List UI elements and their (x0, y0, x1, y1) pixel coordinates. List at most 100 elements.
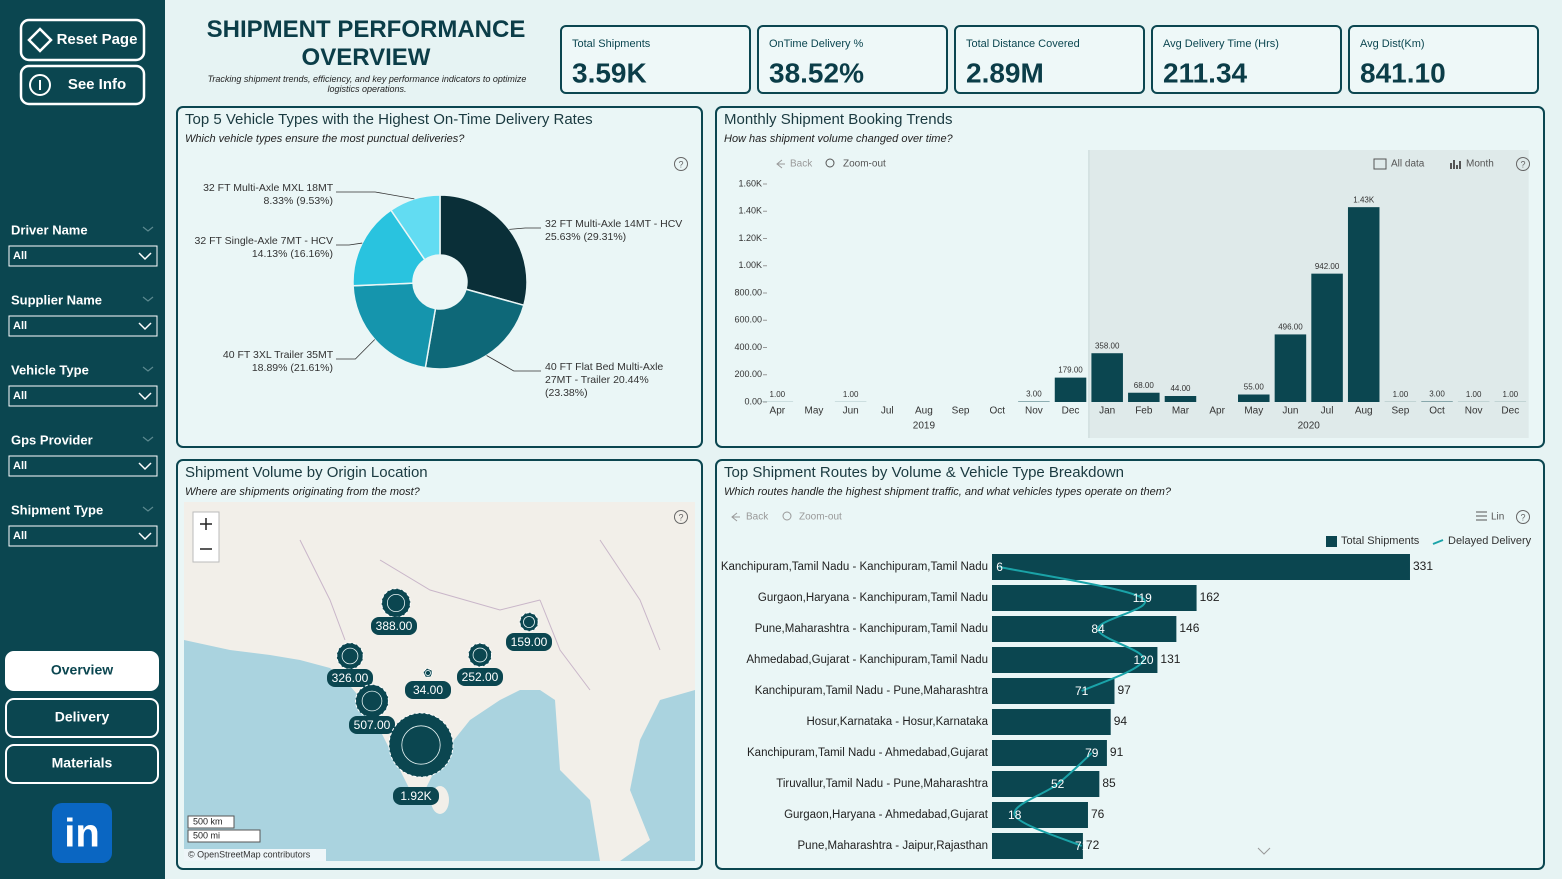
line-label: 71 (1075, 684, 1089, 698)
y-tick-label: 200.00 (734, 369, 762, 379)
x-tick-label: Oct (989, 406, 1005, 417)
kpi-label: Total Shipments (572, 38, 651, 50)
y-tick-label: 1.00K (738, 260, 762, 270)
year-band (1088, 150, 1529, 438)
data-label: 942.00 (1315, 262, 1340, 271)
bubble-core (361, 690, 383, 712)
chart-subtitle: Which routes handle the highest shipment… (724, 486, 1172, 498)
nav-button[interactable] (5, 651, 159, 691)
bubble-label: 252.00 (462, 670, 499, 684)
bar (1054, 377, 1087, 402)
dropdown[interactable] (8, 525, 158, 547)
bubble-label: 1.92K (400, 789, 431, 803)
x-tick-label: Nov (1465, 406, 1483, 417)
bar (992, 616, 1177, 642)
bubble-core (472, 647, 488, 663)
data-label: 76 (1091, 807, 1105, 821)
pie-label-share: (29.31%) (583, 231, 627, 243)
pie-label-name: 32 FT Multi-Axle MXL 18MT (203, 182, 333, 194)
y-tick-label: Pune,Maharashtra - Kanchipuram,Tamil Nad… (755, 623, 988, 635)
pie-label: 32 FT Multi-Axle 14MT - HCV 25.63% (29.3… (545, 218, 688, 244)
chevron (142, 436, 154, 442)
line-label: 71 (1075, 839, 1089, 853)
data-label: 55.00 (1244, 383, 1265, 392)
y-tick-label: 1.40K (738, 206, 762, 216)
year-label: 2020 (1298, 421, 1321, 432)
pie-label-rate: 20.44% (613, 374, 649, 386)
data-label: 146 (1179, 621, 1199, 635)
y-tick-label: Gurgaon,Haryana - Kanchipuram,Tamil Nadu (758, 592, 988, 604)
linkedin-logo[interactable] (52, 803, 112, 863)
x-tick-label: Aug (1355, 406, 1373, 417)
data-label: 358.00 (1095, 341, 1120, 350)
data-label: 331 (1413, 559, 1433, 573)
leader-line (509, 227, 541, 230)
dropdown[interactable] (8, 385, 158, 407)
dropdown-value: All (13, 320, 27, 332)
bubble-label: 388.00 (376, 619, 413, 633)
pie-label-share: (23.38%) (545, 387, 588, 399)
kpi-card (1348, 25, 1539, 94)
x-tick-label: Jan (1099, 406, 1115, 417)
list-icon (1476, 511, 1487, 521)
x-tick-label: Jun (843, 406, 859, 417)
data-label: 1.00 (1393, 390, 1409, 399)
line-label: 52 (1051, 777, 1065, 791)
leader-line (336, 339, 376, 360)
help-icon-text: ? (1520, 159, 1525, 169)
kpi-label: Avg Dist(Km) (1360, 38, 1425, 50)
scale-label: 500 mi (193, 830, 220, 840)
y-tick-label: Kanchipuram,Tamil Nadu - Pune,Maharashtr… (755, 685, 989, 697)
attribution-bg (184, 849, 326, 861)
nav-button[interactable] (5, 744, 159, 784)
leader-line (486, 355, 541, 372)
legend-swatch (1326, 536, 1337, 547)
dropdown[interactable] (8, 455, 158, 477)
pie-label-rate: 14.13% (251, 248, 288, 260)
bar (1274, 334, 1307, 402)
pie-label-name: 40 FT 3XL Trailer 35MT (222, 349, 333, 361)
pie-label-rate: 8.33% (263, 195, 294, 207)
chevron (142, 226, 154, 232)
help-icon-text: ? (1520, 512, 1525, 522)
bubble-core (386, 593, 406, 613)
linkedin-text: in (64, 812, 100, 856)
zoom-icon (782, 511, 792, 521)
chart-subtitle: Which vehicle types ensure the most punc… (185, 133, 465, 145)
x-tick-label: Jul (1321, 406, 1334, 417)
nav-button[interactable] (5, 698, 159, 738)
kpi-value: 2.89M (966, 57, 1044, 88)
y-tick-label: 800.00 (734, 287, 762, 297)
y-tick-label: Kanchipuram,Tamil Nadu - Kanchipuram,Tam… (721, 561, 988, 573)
bubble-core (401, 725, 441, 765)
y-tick-label: 400.00 (734, 342, 762, 352)
kpi-card (560, 25, 751, 94)
pie-slice (439, 194, 528, 307)
scroll-chevron[interactable] (1257, 847, 1271, 855)
bubble-label: 34.00 (413, 683, 443, 697)
data-label: 162 (1200, 590, 1220, 604)
dropdown[interactable] (8, 315, 158, 337)
bubble-core (341, 647, 359, 665)
pie-label-share: (9.53%) (296, 195, 333, 207)
kpi-card (1151, 25, 1342, 94)
y-tick-label: Tiruvallur,Tamil Nadu - Pune,Maharashtra (776, 778, 988, 790)
chevron (142, 296, 154, 302)
pie-label: 40 FT 3XL Trailer 35MT 18.89% (21.61%) (190, 349, 333, 375)
bars-icon (1450, 160, 1461, 169)
legend-line (1432, 539, 1444, 545)
chevron (138, 462, 152, 471)
x-tick-label: Sep (952, 406, 970, 417)
chevron (142, 506, 154, 512)
dropdown[interactable] (8, 245, 158, 267)
x-tick-label: Oct (1429, 406, 1445, 417)
bubble-label: 326.00 (332, 671, 369, 685)
x-tick-label: May (805, 406, 824, 417)
y-tick-label: Kanchipuram,Tamil Nadu - Ahmedabad,Gujar… (747, 747, 989, 759)
filter-label: Vehicle Type (11, 362, 89, 377)
y-tick-label: 600.00 (734, 315, 762, 325)
button[interactable] (19, 18, 146, 62)
button[interactable] (19, 64, 146, 106)
kpi-value: 211.34 (1163, 57, 1248, 88)
bar (992, 771, 1100, 797)
